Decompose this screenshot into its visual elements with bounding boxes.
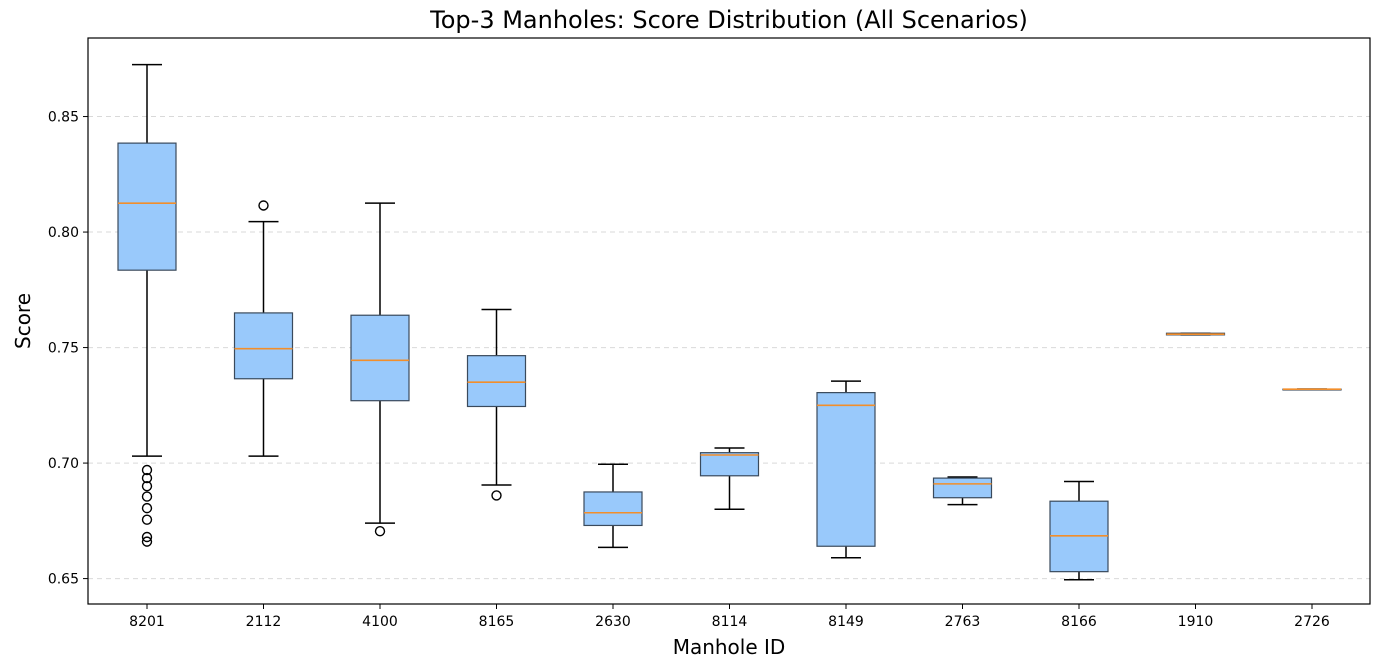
y-tick-label: 0.80 xyxy=(48,225,79,241)
outlier-point xyxy=(141,472,153,484)
outlier-point xyxy=(491,490,502,501)
y-tick-label: 0.65 xyxy=(48,572,79,588)
x-tick-label: 1910 xyxy=(1178,614,1214,630)
iqr-box xyxy=(466,355,527,408)
x-tick-label: 8165 xyxy=(479,614,515,630)
iqr-box xyxy=(699,452,760,477)
x-tick-label: 8114 xyxy=(712,614,748,630)
x-axis-label: Manhole ID xyxy=(673,635,786,659)
iqr-box xyxy=(583,491,643,527)
x-axis: 8201 2112 4100 8165 2630 8114 8149 2763 8166 1910… xyxy=(129,604,1330,630)
outlier-point xyxy=(141,464,153,476)
box-8166 xyxy=(1049,480,1109,581)
box-8165 xyxy=(466,308,527,501)
outlier-point xyxy=(141,531,153,543)
outlier-point xyxy=(374,526,386,537)
box-2726 xyxy=(1282,388,1342,391)
box-2763 xyxy=(932,476,993,506)
box-4100 xyxy=(350,202,410,537)
x-tick-label: 2726 xyxy=(1294,614,1330,630)
outlier-point xyxy=(141,502,153,514)
y-tick-label: 0.70 xyxy=(48,456,79,472)
iqr-box xyxy=(350,314,410,402)
box-8201 xyxy=(117,63,177,547)
y-tick-label: 0.85 xyxy=(48,110,79,126)
y-tick-label: 0.75 xyxy=(48,341,79,357)
box-2630 xyxy=(583,463,643,549)
iqr-box xyxy=(233,312,294,380)
outlier-point xyxy=(141,536,153,547)
y-axis-label: Score xyxy=(11,293,35,349)
boxes xyxy=(117,63,1342,581)
x-tick-label: 8166 xyxy=(1061,614,1097,630)
outlier-point xyxy=(258,200,269,211)
outlier-point xyxy=(141,491,153,502)
box-8114 xyxy=(699,447,760,511)
x-tick-label: 2763 xyxy=(945,614,981,630)
iqr-box xyxy=(117,142,177,271)
chart-title: Top-3 Manholes: Score Distribution (All … xyxy=(429,6,1028,34)
box-8149 xyxy=(816,380,876,559)
x-tick-label: 4100 xyxy=(362,614,398,630)
iqr-box xyxy=(932,477,993,499)
x-tick-label: 2112 xyxy=(246,614,282,630)
iqr-box xyxy=(816,392,876,547)
x-tick-label: 2630 xyxy=(595,614,631,630)
x-tick-label: 8201 xyxy=(129,614,165,630)
box-2112 xyxy=(233,200,294,457)
y-axis: 0.65 0.70 0.75 0.80 0.85 xyxy=(48,110,88,588)
x-tick-label: 8149 xyxy=(828,614,864,630)
outlier-point xyxy=(141,480,153,492)
outlier-point xyxy=(141,514,153,525)
box-1910 xyxy=(1165,332,1226,336)
